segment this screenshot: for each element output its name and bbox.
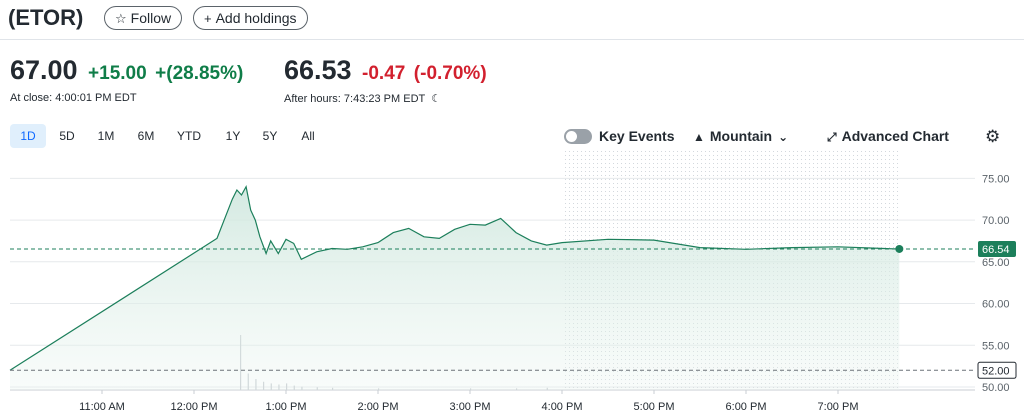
star-outline-icon: ☆ [115,11,127,26]
x-tick-label: 2:00 PM [358,401,399,413]
range-6m[interactable]: 6M [137,129,155,143]
y-tick-label: 70.00 [982,215,1010,227]
previous-close-tag-box [977,361,1017,379]
close-change: +15.00 [88,63,147,84]
last-price-tag-box [978,240,1016,257]
y-axis: 75.00 70.00 65.00 60.00 55.00 50.00 [982,173,1010,394]
key-events-label[interactable]: Key Events [599,128,675,144]
moon-icon: ☾ [431,93,442,105]
expand-arrow-icon: ⤢ [827,130,837,144]
chart-type-dropdown[interactable]: ▲ Mountain ⌄ [693,128,788,144]
after-hours-time: After hours: 7:43:23 PM EDT [284,93,426,105]
add-holdings-label: Add holdings [215,10,297,26]
last-price-tag-text: 66.54 [982,244,1010,256]
x-tick-label: 6:00 PM [726,401,767,413]
x-tick-label: 7:00 PM [818,401,859,413]
quote-header-bar: (ETOR) ☆ Follow + Add holdings [0,0,1024,40]
range-1m[interactable]: 1M [97,129,115,143]
close-time: At close: 4:00:01 PM EDT [10,92,137,104]
add-holdings-button[interactable]: + Add holdings [193,6,308,30]
plus-icon: + [204,11,212,26]
after-hours-change: -0.47 [362,63,406,84]
close-quote: 67.00 +15.00 +(28.85%) [10,55,243,86]
after-hours-quote: 66.53 -0.47 (-0.70%) [284,55,487,86]
y-tick-label: 50.00 [982,382,1010,394]
x-tick-label: 11:00 AM [79,401,125,413]
x-tick-label: 4:00 PM [542,401,583,413]
price-line [9,184,900,371]
advanced-chart-button[interactable]: ⤢ Advanced Chart [827,128,949,145]
range-5y[interactable]: 5Y [262,129,278,143]
follow-label: Follow [130,10,172,26]
mountain-icon: ▲ [693,130,705,144]
y-tick-label: 65.00 [982,257,1010,269]
range-1y[interactable]: 1Y [225,129,241,143]
after-hours-change-percent: (-0.70%) [413,63,487,84]
range-ytd[interactable]: YTD [177,129,201,143]
toggle-knob [566,131,577,142]
range-all[interactable]: All [301,129,315,143]
y-tick-label: 75.00 [982,173,1010,185]
chevron-down-icon: ⌄ [778,130,789,144]
key-events-toggle[interactable] [564,129,592,144]
y-tick-label: 55.00 [982,340,1010,352]
y-tick-label: 60.00 [982,299,1010,311]
gear-icon[interactable]: ⚙ [985,127,1001,146]
range-5d[interactable]: 5D [59,129,75,143]
x-axis: 11:00 AM 12:00 PM 1:00 PM 2:00 PM 3:00 PM 4:0… [79,390,858,413]
previous-close-tag-text: 52.00 [982,365,1010,377]
after-hours-time-row: After hours: 7:43:23 PM EDT ☾ [284,92,441,105]
x-tick-label: 3:00 PM [450,401,491,413]
range-1d[interactable]: 1D [10,124,46,148]
price-area [10,186,900,390]
x-tick-label: 12:00 PM [170,401,217,413]
close-price: 67.00 [10,55,78,85]
ticker-symbol: (ETOR) [8,5,84,30]
last-price-tag: 66.54 [978,240,1016,257]
previous-close-tag: 52.00 [977,361,1017,379]
advanced-chart-label: Advanced Chart [841,128,949,144]
close-change-percent: +(28.85%) [155,63,244,84]
after-hours-price: 66.53 [284,55,352,85]
x-tick-label: 5:00 PM [634,401,675,413]
follow-button[interactable]: ☆ Follow [104,6,183,30]
last-price-dot [895,244,904,253]
chart-type-label: Mountain [709,128,773,144]
x-tick-label: 1:00 PM [266,401,307,413]
